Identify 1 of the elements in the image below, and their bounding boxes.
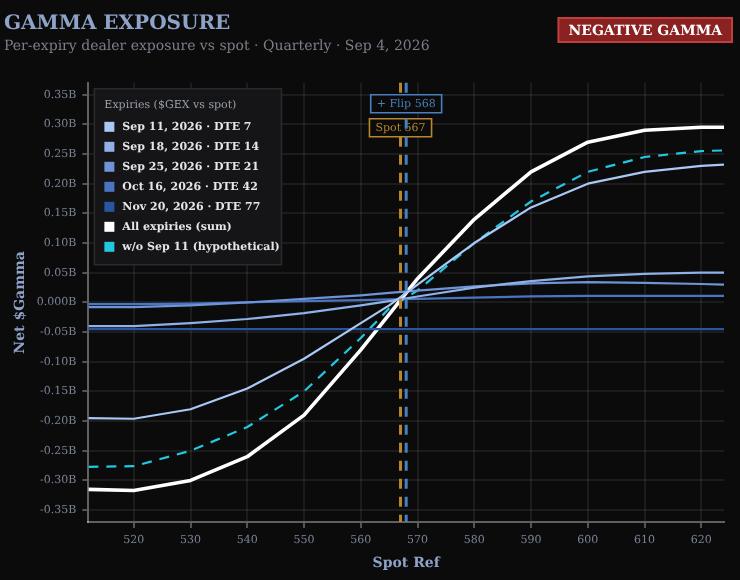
- chart-title: GAMMA EXPOSURE: [4, 13, 232, 36]
